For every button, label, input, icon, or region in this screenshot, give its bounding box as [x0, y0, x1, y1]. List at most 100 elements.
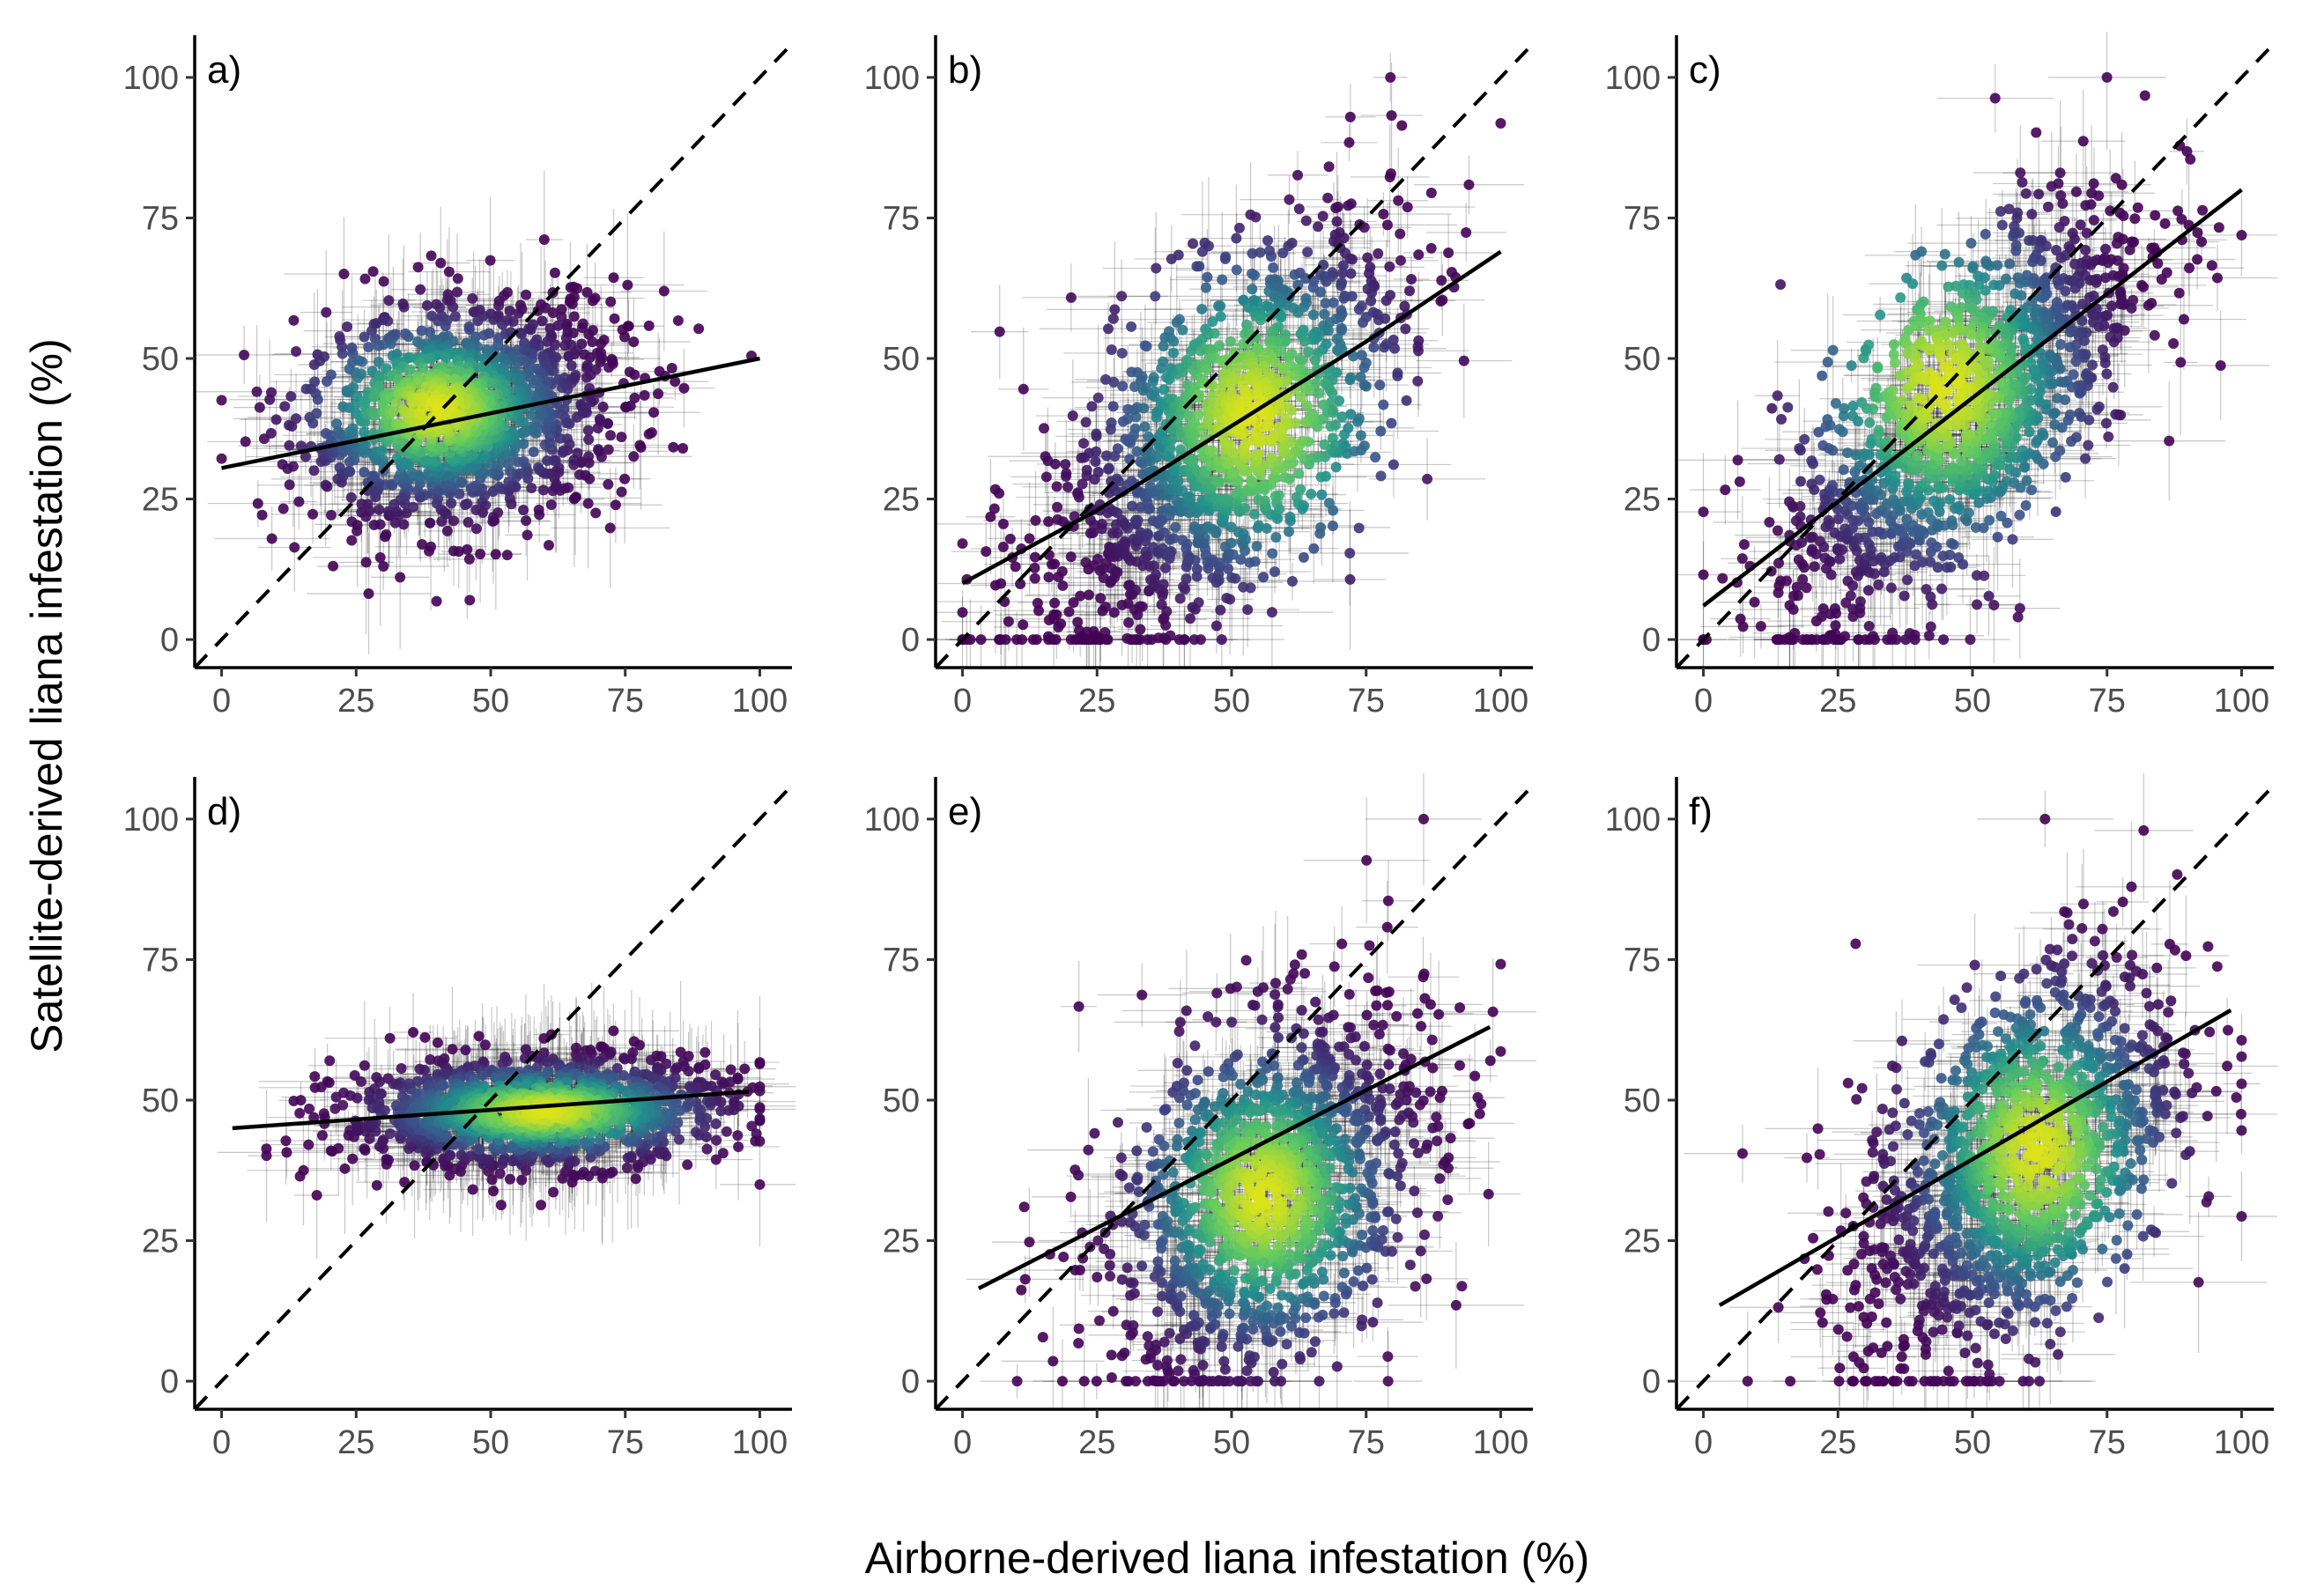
data-point — [1168, 347, 1180, 358]
data-point — [1189, 555, 1201, 566]
data-point — [603, 444, 614, 455]
data-point — [288, 314, 300, 326]
data-point — [556, 311, 567, 322]
data-point — [1170, 521, 1181, 533]
data-point — [385, 338, 396, 350]
data-point — [1202, 271, 1213, 283]
data-point — [1463, 179, 1475, 190]
data-point — [1323, 498, 1335, 509]
data-point — [1358, 317, 1369, 329]
data-point — [1051, 481, 1062, 492]
data-point — [492, 506, 504, 518]
data-point — [1165, 630, 1176, 641]
data-point — [425, 517, 436, 528]
data-point — [1063, 606, 1075, 617]
data-point — [563, 351, 574, 362]
data-point — [337, 348, 348, 359]
data-point — [1168, 336, 1180, 347]
data-point — [1392, 370, 1403, 381]
data-point — [1355, 430, 1366, 441]
data-point — [1395, 255, 1406, 266]
data-point — [1209, 328, 1220, 339]
data-point — [997, 541, 1009, 552]
data-point — [1101, 450, 1113, 462]
data-point — [468, 307, 479, 318]
data-point — [1370, 452, 1381, 463]
data-point — [344, 466, 356, 477]
data-point — [418, 362, 429, 373]
data-point — [533, 504, 544, 515]
data-point — [1095, 593, 1106, 604]
data-point — [383, 295, 395, 307]
data-point — [1193, 597, 1204, 609]
data-point — [518, 505, 529, 516]
data-point — [547, 307, 559, 319]
data-point — [346, 516, 358, 528]
data-point — [1017, 634, 1028, 646]
data-point — [575, 398, 587, 410]
one-to-one-line — [195, 48, 788, 668]
data-point — [1232, 485, 1244, 497]
data-point — [501, 550, 513, 561]
data-point — [1400, 323, 1411, 335]
data-point — [1378, 399, 1389, 410]
data-point — [1238, 581, 1249, 593]
data-point — [1231, 233, 1242, 244]
data-point — [1339, 429, 1351, 440]
data-point — [543, 540, 554, 551]
data-point — [417, 539, 428, 550]
data-point — [1461, 226, 1472, 238]
data-point — [1412, 375, 1424, 387]
data-point — [1030, 514, 1041, 526]
data-point — [518, 438, 529, 449]
data-point — [583, 433, 595, 445]
data-point — [1122, 598, 1134, 610]
data-point — [378, 561, 389, 573]
data-point — [619, 331, 631, 343]
data-point — [514, 468, 525, 479]
data-point — [582, 425, 594, 436]
data-point — [1344, 111, 1356, 122]
data-point — [1380, 295, 1392, 307]
data-point — [472, 315, 484, 327]
data-point — [352, 372, 364, 383]
data-point — [1255, 314, 1267, 326]
data-point — [391, 453, 403, 464]
data-point — [293, 496, 305, 507]
data-point — [383, 506, 395, 517]
data-point — [1062, 481, 1074, 492]
data-point — [654, 366, 665, 377]
data-point — [1135, 634, 1146, 646]
data-point — [1373, 314, 1385, 326]
data-point — [378, 276, 389, 287]
data-point — [605, 430, 617, 441]
data-point — [1295, 484, 1306, 495]
data-point — [1323, 161, 1335, 173]
data-point — [639, 389, 650, 401]
data-point — [1024, 533, 1035, 544]
data-point — [1177, 324, 1188, 336]
data-point — [256, 509, 268, 521]
data-point — [558, 445, 569, 456]
data-point — [1225, 537, 1237, 549]
data-point — [421, 299, 433, 311]
data-point — [1328, 235, 1339, 247]
data-point — [565, 282, 576, 293]
data-point — [1099, 626, 1111, 638]
data-point — [1292, 169, 1304, 181]
data-point — [1253, 520, 1264, 531]
data-point — [677, 443, 689, 454]
data-point — [368, 407, 380, 418]
data-point — [284, 440, 295, 451]
data-point — [566, 360, 577, 372]
data-point — [1353, 522, 1365, 534]
data-point — [1075, 590, 1086, 602]
data-point — [1298, 551, 1309, 563]
data-point — [240, 436, 251, 447]
data-point — [360, 557, 372, 568]
data-point — [975, 634, 987, 646]
data-point — [1334, 395, 1345, 406]
data-point — [359, 467, 370, 478]
data-point — [1276, 312, 1287, 323]
data-point — [352, 390, 363, 402]
